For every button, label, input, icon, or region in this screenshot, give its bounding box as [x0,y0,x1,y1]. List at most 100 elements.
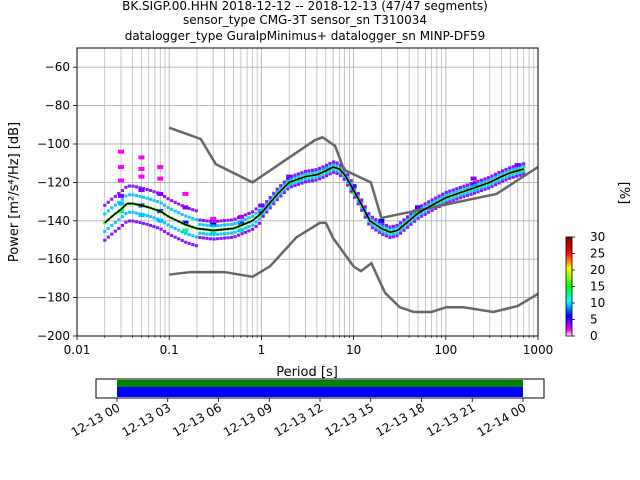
density-cell [469,182,473,186]
density-cell [275,195,279,199]
density-cell [335,164,339,168]
x-tick-label: 0.1 [160,343,179,357]
density-cell [236,233,241,237]
density-cell [243,217,248,221]
density-cell [391,235,396,239]
density-cell [212,237,216,241]
density-cell [458,185,462,189]
density-cell [451,190,455,194]
density-cell [155,217,160,221]
psd-mode-series [104,166,524,234]
density-cell [511,167,515,171]
density-cell [409,220,413,224]
psd-density [103,149,526,248]
density-cell [307,177,311,181]
density-cell [363,207,367,211]
density-cell [497,171,501,175]
density-cell [314,178,318,182]
density-cell [103,238,107,242]
density-cell [258,221,262,225]
density-cell [229,235,234,239]
coverage-bar-blue [117,387,523,397]
colorbar-ticks: 0 5 10 15 20 25 30 [572,230,605,343]
density-cell [106,200,110,204]
density-cell [303,172,308,176]
density-cell [106,226,110,230]
density-cell [205,232,209,236]
density-cell [469,190,473,194]
density-cell [360,198,364,202]
density-cell [152,198,156,202]
density-cell [166,197,170,201]
density-cell [180,212,184,216]
density-cell [378,218,385,223]
density-cell [522,164,526,168]
density-cell [420,212,424,216]
density-cell [251,227,255,231]
density-cell [462,195,466,199]
density-cell [184,240,188,244]
density-cell [191,234,195,238]
colorbar-tick-label: 10 [590,296,605,310]
density-cell [265,200,269,204]
density-cell [437,202,441,206]
density-cell [500,179,505,183]
density-cell [349,189,353,193]
density-cell [508,168,512,172]
density-cell [148,188,153,192]
density-cell [275,187,279,191]
density-cell [486,183,491,187]
density-cell [208,237,212,241]
density-cell [282,183,286,187]
density-cell [233,222,237,226]
density-cell [321,173,325,177]
density-cell [374,220,378,224]
density-cell [493,172,498,176]
density-cell [405,215,410,219]
density-cell [177,202,181,206]
density-cell [486,178,491,182]
density-cell [483,177,487,181]
density-cell [184,214,188,218]
density-cell [261,212,265,216]
density-cell [219,223,223,227]
density-cell [437,194,441,198]
density-cell [321,165,325,169]
density-cell [272,191,276,195]
density-cell [370,223,374,227]
colorbar [565,236,573,337]
density-cell [205,236,209,240]
density-cell [398,223,403,227]
density-cell [117,193,124,198]
x-tick-label: 0.01 [64,343,91,357]
density-cell [215,219,220,223]
density-cell [286,176,290,180]
density-cell [210,230,217,235]
y-tick-label: −60 [45,60,70,74]
density-cell [289,185,293,189]
density-cell [180,230,184,234]
density-cell [113,220,117,224]
density-cell [518,163,522,167]
density-cell [314,170,318,174]
density-cell [490,182,494,186]
density-cell [127,210,131,214]
density-cell [229,218,234,222]
density-cell [275,190,279,194]
noise-model-nhnm [168,126,538,220]
density-cell [229,231,234,235]
density-cell [423,212,427,216]
density-cell [296,175,300,179]
density-cell [518,165,522,169]
density-cell [307,179,311,183]
density-cell [384,231,389,235]
density-cell [444,201,448,205]
colorbar-tick-label: 20 [590,263,605,277]
density-cell [328,164,332,168]
density-cell [515,174,519,178]
density-cell [448,189,452,193]
density-cell [106,209,110,213]
density-cell [317,169,322,173]
density-cell [321,167,325,171]
density-cell [110,223,114,227]
